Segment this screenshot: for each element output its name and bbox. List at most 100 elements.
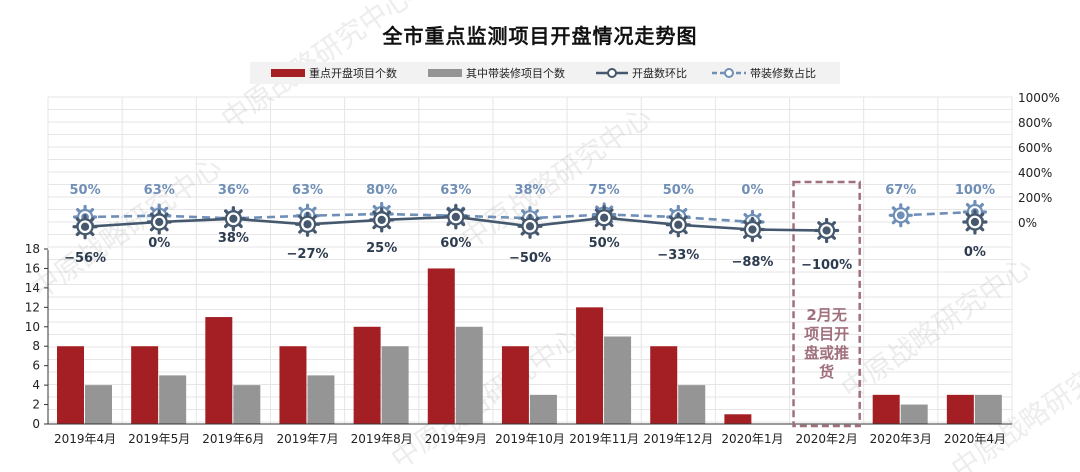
marker-decorated-ratio	[888, 203, 913, 228]
left-axis-tick-label: 4	[32, 378, 40, 392]
gear-hub	[525, 222, 535, 231]
x-axis-tick-label: 2019年6月	[202, 432, 264, 446]
legend-swatch-open-count	[271, 69, 305, 77]
x-axis-tick-label: 2019年12月	[643, 432, 713, 446]
bar-open-count	[501, 346, 529, 424]
bar-open-count	[946, 394, 974, 424]
bar-decorated-count	[307, 375, 335, 424]
left-axis-tick-label: 18	[25, 242, 40, 256]
annotation-text-line: 盘或推	[804, 344, 849, 362]
data-label-decorated-ratio: 0%	[741, 183, 763, 198]
bar-open-count	[724, 414, 752, 424]
x-axis-tick-label: 2020年3月	[870, 432, 932, 446]
data-label-mom-change: −88%	[731, 255, 773, 270]
annotation-text-line: 项目开	[804, 325, 849, 343]
line-decorated-ratio	[85, 210, 975, 224]
data-label-mom-change: 0%	[148, 236, 170, 251]
data-label-decorated-ratio: 50%	[70, 183, 101, 198]
marker-mom-change	[72, 214, 98, 240]
x-axis-tick-label: 2019年7月	[276, 432, 338, 446]
annotation-text-line: 2月无	[806, 306, 846, 324]
bar-decorated-count	[381, 346, 409, 424]
x-axis-tick-label: 2020年1月	[721, 432, 783, 446]
markers-mom-change	[72, 204, 988, 244]
left-axis-tick-label: 14	[25, 281, 40, 295]
legend: 重点开盘项目个数 其中带装修项目个数 开盘数环比 带装修数占比	[250, 62, 840, 84]
data-label-decorated-ratio: 67%	[885, 183, 916, 198]
data-label-mom-change: 25%	[366, 241, 397, 256]
bar-decorated-count	[900, 404, 928, 424]
left-axis: 0 2 4 6 8 10 12 14 16 18	[25, 242, 49, 431]
right-axis: 0% 200% 400% 600% 800% 1000%	[1018, 91, 1060, 230]
bar-open-count	[576, 307, 604, 424]
left-axis-tick-label: 16	[25, 261, 40, 275]
data-label-decorated-ratio: 100%	[955, 183, 995, 198]
bar-decorated-count	[604, 336, 632, 424]
bar-open-count	[57, 346, 84, 424]
x-axis-tick-label: 2019年10月	[495, 432, 565, 446]
left-axis-tick-label: 6	[32, 359, 40, 373]
left-axis-tick-label: 2	[32, 398, 40, 412]
watermark-text: 中原战略研究中心	[385, 320, 587, 472]
x-axis-labels: 2019年4月 2019年5月 2019年6月 2019年7月 2019年8月 2019年…	[54, 432, 1006, 446]
gear-hub	[229, 214, 238, 223]
data-label-mom-change: −33%	[657, 248, 699, 263]
data-label-mom-change: 60%	[440, 236, 471, 251]
left-axis-tick-label: 8	[32, 339, 40, 353]
marker-mom-change	[962, 209, 988, 235]
data-label-decorated-ratio: 50%	[663, 183, 694, 198]
x-axis-tick-label: 2019年9月	[425, 432, 487, 446]
x-axis-tick-label: 2019年5月	[128, 432, 190, 446]
legend-swatch-decorated-count	[428, 69, 462, 77]
marker-mom-change	[146, 209, 172, 235]
bar-open-count	[650, 346, 678, 424]
marker-mom-change	[443, 204, 469, 230]
watermark-text: 中原战略研究中心	[25, 150, 227, 306]
bar-open-count	[205, 317, 233, 424]
marker-mom-change	[591, 205, 617, 231]
bar-decorated-count	[85, 385, 112, 424]
gear-hub	[822, 226, 831, 235]
bar-decorated-count	[159, 375, 187, 424]
data-label-mom-change: −50%	[509, 251, 551, 266]
gear-hub	[377, 215, 386, 224]
left-axis-tick-label: 0	[32, 417, 40, 431]
marker-mom-change	[220, 206, 246, 232]
data-label-mom-change: 38%	[218, 231, 249, 246]
data-label-decorated-ratio: 36%	[218, 183, 249, 198]
bar-decorated-count	[974, 394, 1002, 424]
bar-open-count	[131, 346, 159, 424]
marker-mom-change	[517, 213, 543, 239]
bar-open-count	[427, 268, 455, 424]
bar-decorated-count	[455, 326, 483, 424]
marker-mom-change	[665, 212, 691, 238]
right-axis-tick-label: 400%	[1018, 166, 1052, 180]
data-label-decorated-ratio: 80%	[366, 183, 397, 198]
watermark-text: 中原战略研究中心	[835, 250, 1037, 406]
data-label-decorated-ratio: 63%	[292, 183, 323, 198]
data-label-mom-change: −56%	[64, 251, 106, 266]
data-label-mom-change: −100%	[801, 258, 852, 273]
annotation-box	[792, 180, 861, 428]
data-label-decorated-ratio: 63%	[144, 183, 175, 198]
data-labels-mom-change: −56% 0% 38% −27% 25% 60% −50% 50% −33% −88% −100% 0…	[64, 231, 986, 273]
gear-hub	[600, 213, 609, 222]
x-axis-tick-label: 2020年2月	[796, 432, 858, 446]
legend-marker-decorated-ratio	[724, 68, 734, 78]
gear-hub	[303, 220, 312, 229]
gear-hub	[80, 222, 90, 231]
marker-mom-change	[739, 216, 766, 243]
data-label-decorated-ratio: 63%	[440, 183, 471, 198]
right-axis-tick-label: 200%	[1018, 191, 1052, 205]
x-axis-tick-label: 2019年4月	[54, 432, 116, 446]
legend-label-open-count: 重点开盘项目个数	[309, 66, 397, 80]
marker-mom-change	[294, 211, 321, 237]
right-axis-tick-label: 600%	[1018, 141, 1052, 155]
marker-mom-change	[369, 207, 395, 233]
watermark-text: 中原战略研究中心	[455, 100, 657, 256]
marker-mom-change	[814, 217, 840, 244]
chart-title: 全市重点监测项目开盘情况走势图	[382, 24, 698, 48]
bar-decorated-count	[233, 385, 261, 424]
